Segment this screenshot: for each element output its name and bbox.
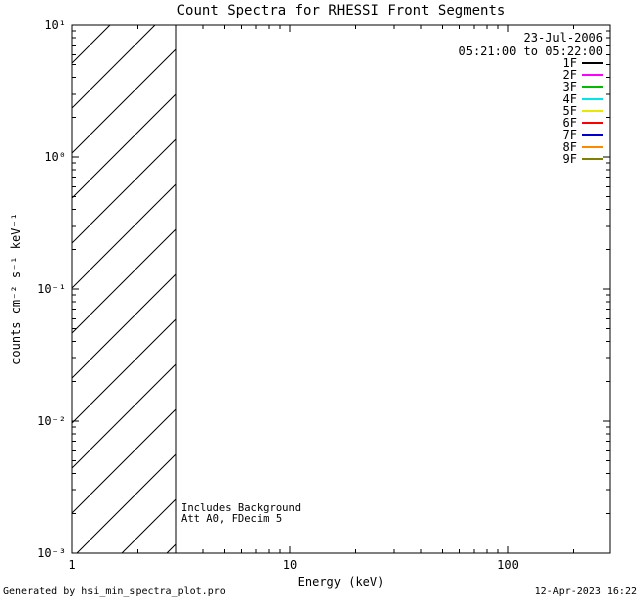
y-tick-label: 10⁻¹ bbox=[37, 282, 66, 296]
axis-ticks bbox=[71, 24, 610, 554]
legend-entry-label: 3F bbox=[563, 80, 577, 94]
y-tick-label: 10⁻² bbox=[37, 414, 66, 428]
x-axis-label: Energy (keV) bbox=[298, 575, 385, 589]
footer-generated-by: Generated by hsi_min_spectra_plot.pro bbox=[3, 586, 226, 597]
y-tick-label: 10¹ bbox=[44, 18, 66, 32]
legend-entry-label: 2F bbox=[563, 68, 577, 82]
x-tick-label: 1 bbox=[68, 558, 75, 572]
legend-entry-label: 6F bbox=[563, 116, 577, 130]
legend-entry-label: 8F bbox=[563, 140, 577, 154]
legend-entry-label: 1F bbox=[563, 56, 577, 70]
footer-timestamp: 12-Apr-2023 16:22 bbox=[535, 586, 637, 597]
x-tick-label: 10 bbox=[283, 558, 297, 572]
legend-time-range: 05:21:00 to 05:22:00 bbox=[459, 44, 604, 58]
annotation-attenuator-state: Att A0, FDecim 5 bbox=[181, 513, 282, 525]
y-axis-label: counts cm⁻² s⁻¹ keV⁻¹ bbox=[9, 213, 23, 365]
y-tick-label: 10⁰ bbox=[44, 150, 66, 164]
x-tick-label: 100 bbox=[497, 558, 519, 572]
legend-entry-label: 9F bbox=[563, 152, 577, 166]
chart-title: Count Spectra for RHESSI Front Segments bbox=[177, 3, 506, 19]
legend-entry-label: 5F bbox=[563, 104, 577, 118]
legend-entry-label: 7F bbox=[563, 128, 577, 142]
legend-date: 23-Jul-2006 bbox=[524, 31, 603, 45]
hatched-exclusion-region bbox=[72, 25, 176, 553]
legend-entry-label: 4F bbox=[563, 92, 577, 106]
y-tick-label: 10⁻³ bbox=[37, 546, 66, 560]
annotation-includes-background: Includes Background bbox=[181, 502, 301, 514]
legend: 23-Jul-2006 05:21:00 to 05:22:00 1F 2F 3… bbox=[459, 31, 604, 166]
